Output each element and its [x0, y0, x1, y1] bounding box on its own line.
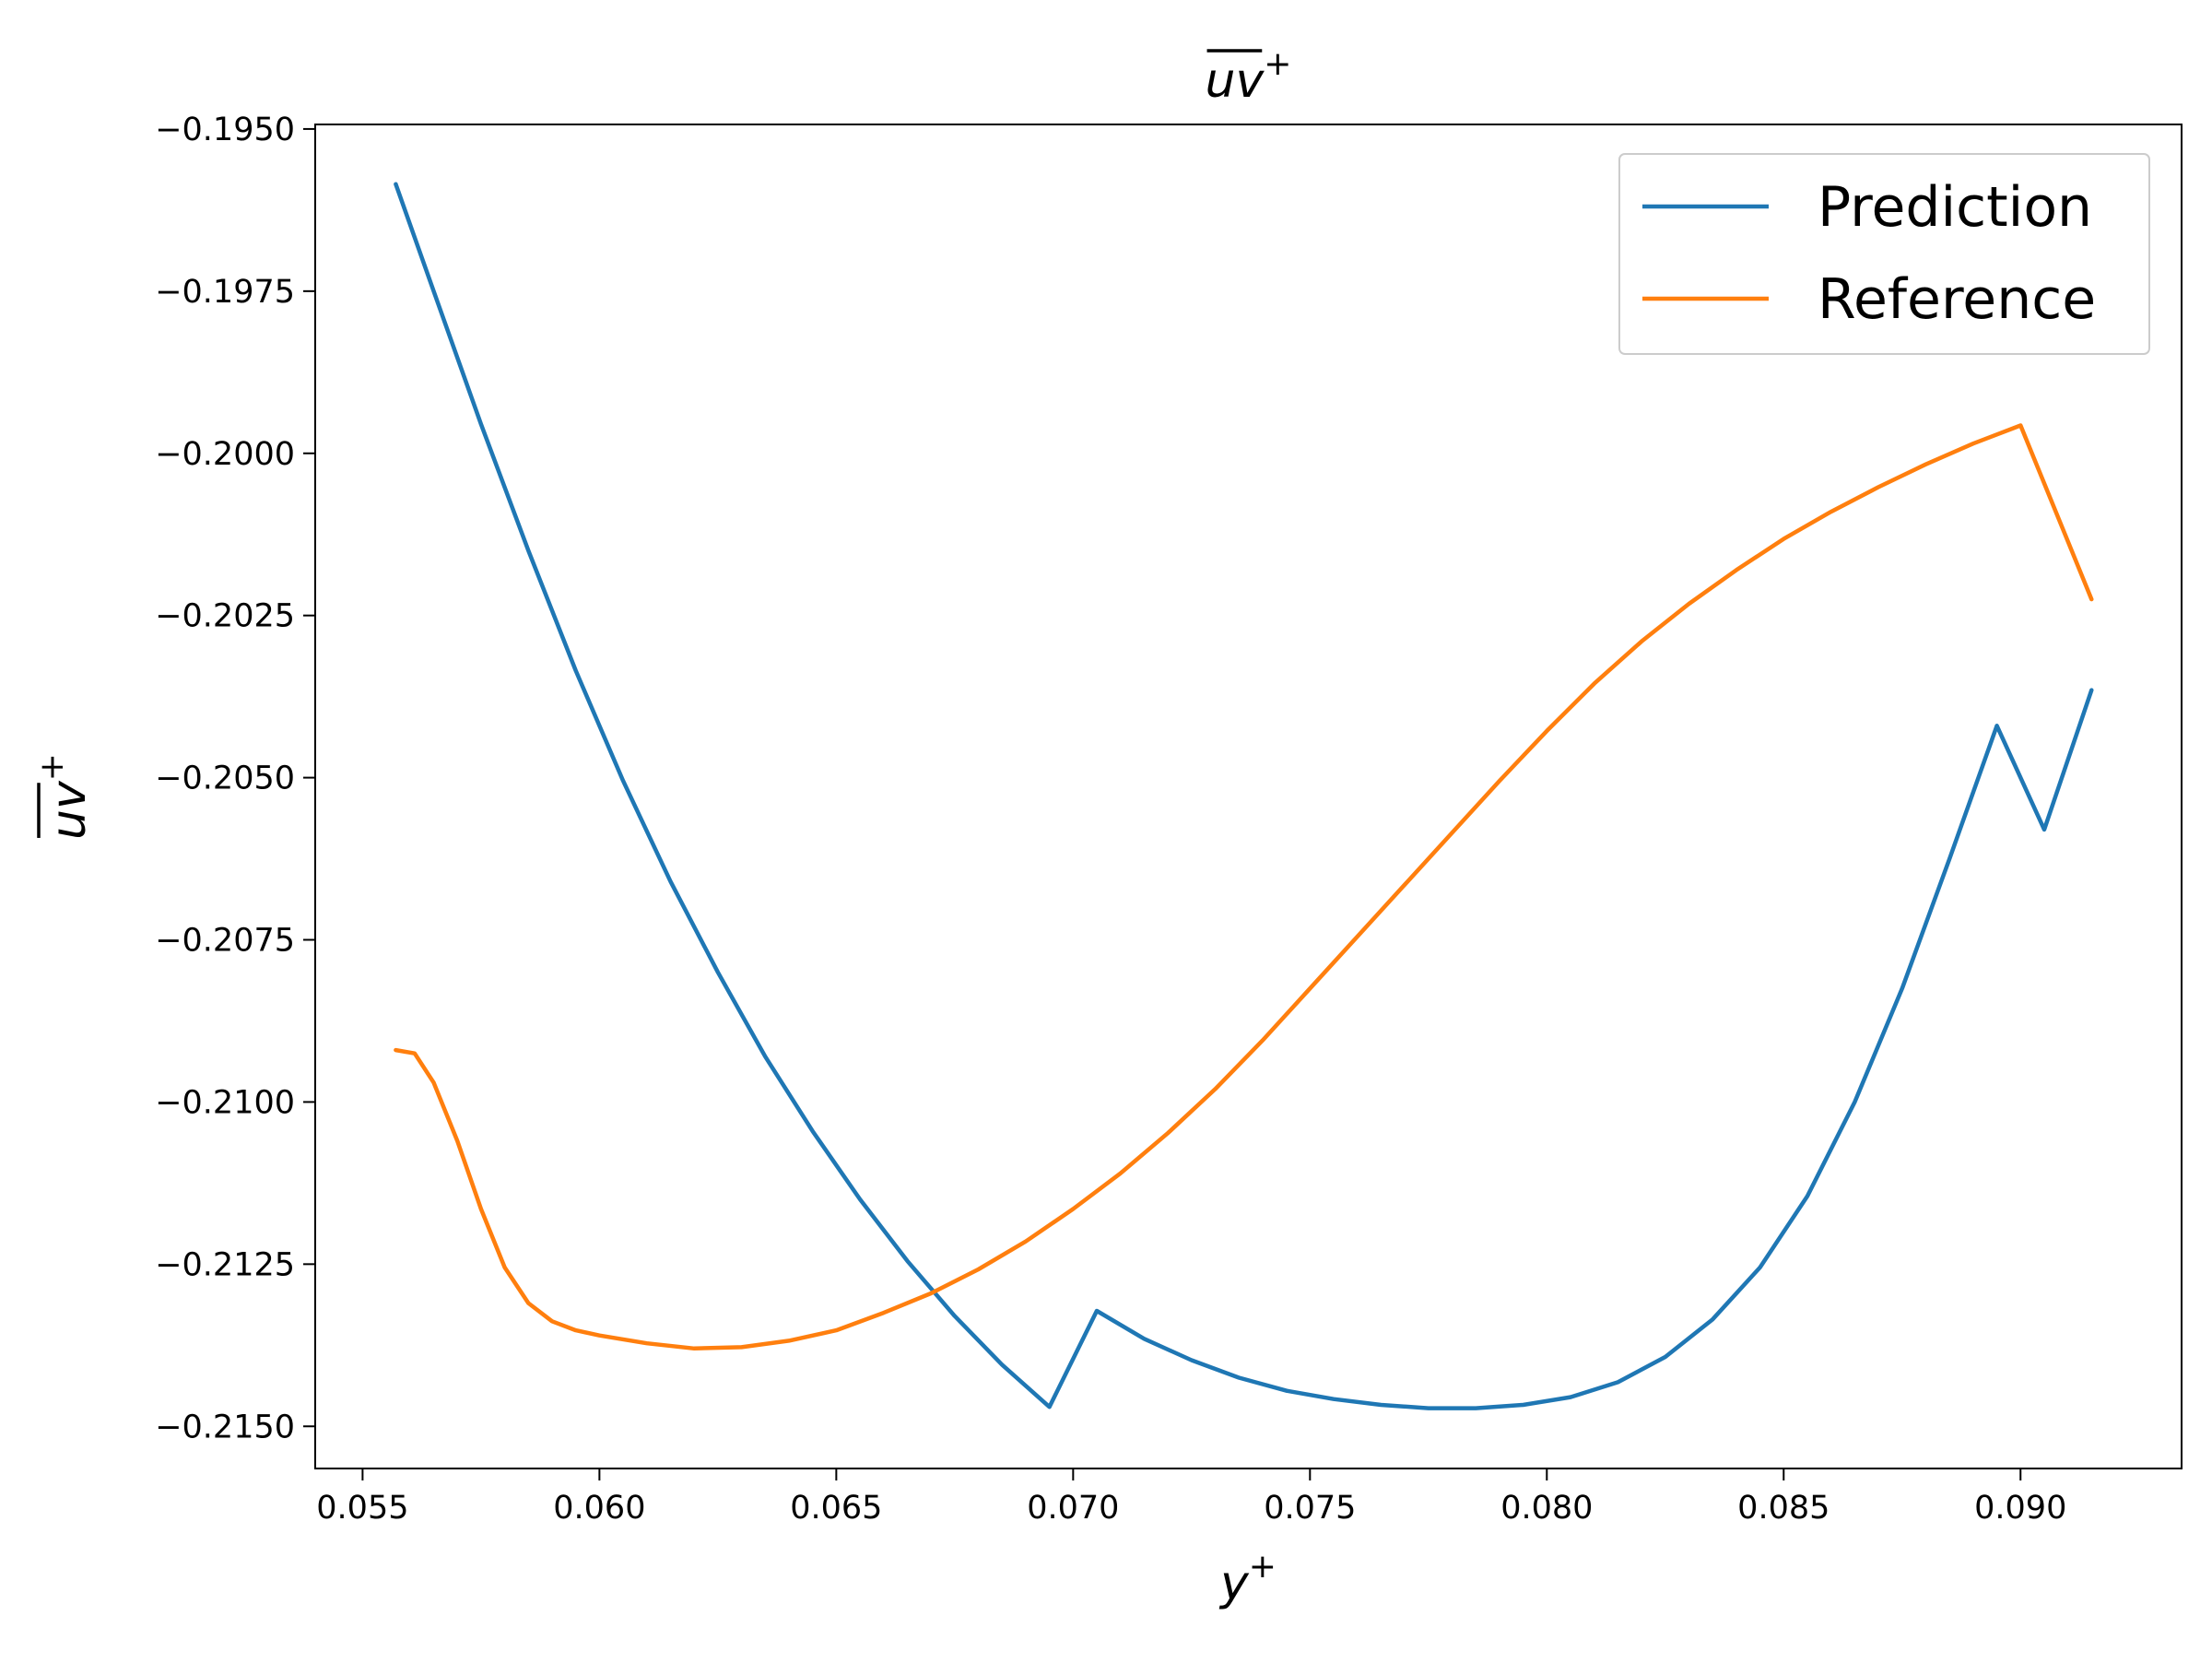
y-tick-label: −0.2050 — [155, 761, 295, 797]
legend-label-prediction: Prediction — [1818, 175, 2092, 240]
y-axis-title-text: uv+ — [33, 753, 97, 840]
ylabel-base: uv — [41, 780, 97, 840]
xlabel-base: y — [1218, 1556, 1250, 1611]
x-tick-label: 0.075 — [1264, 1490, 1356, 1527]
x-tick-label: 0.060 — [553, 1490, 645, 1527]
x-tick-label: 0.070 — [1027, 1490, 1119, 1527]
x-axis-title: y+ — [1218, 1548, 1277, 1611]
series-line-reference — [394, 423, 2094, 1351]
y-tick-label: −0.2025 — [155, 598, 295, 635]
y-axis-title: uv+ — [33, 753, 97, 840]
y-tick-label: −0.2000 — [155, 436, 295, 473]
xlabel-superscript: + — [1249, 1548, 1277, 1586]
title-base: uv — [1206, 53, 1265, 109]
x-tick-label: 0.080 — [1500, 1490, 1593, 1527]
y-tick-label: −0.1975 — [155, 274, 295, 311]
y-tick-label: −0.2150 — [155, 1409, 295, 1445]
x-tick-label: 0.085 — [1737, 1490, 1830, 1527]
series-line-prediction — [394, 182, 2094, 1410]
series-group — [394, 182, 2094, 1410]
y-tick-label: −0.1950 — [155, 112, 295, 148]
ylabel-superscript: + — [33, 753, 71, 781]
x-tick-label: 0.055 — [316, 1490, 408, 1527]
y-tick-label: −0.2100 — [155, 1084, 295, 1121]
legend-box — [1618, 153, 2150, 355]
title-superscript: + — [1264, 45, 1291, 83]
x-tick-label: 0.065 — [790, 1490, 882, 1527]
chart-title-text: uv+ — [1206, 45, 1292, 109]
chart-title: uv+ — [1206, 45, 1292, 109]
legend-label-reference: Reference — [1818, 267, 2096, 332]
x-axis-ticks: 0.055 0.060 0.065 0.070 0.075 0.080 0.085 0.090 — [316, 1468, 2066, 1527]
x-axis-title-text: y+ — [1218, 1548, 1277, 1611]
y-tick-label: −0.2075 — [155, 923, 295, 960]
y-axis-ticks: −0.1950 −0.1975 −0.2000 −0.2025 −0.2050 −0.20… — [155, 112, 315, 1445]
legend: Prediction Reference — [1618, 153, 2150, 355]
y-tick-label: −0.2125 — [155, 1246, 295, 1283]
x-tick-label: 0.090 — [1974, 1490, 2066, 1527]
plot-area-frame — [314, 124, 2183, 1469]
